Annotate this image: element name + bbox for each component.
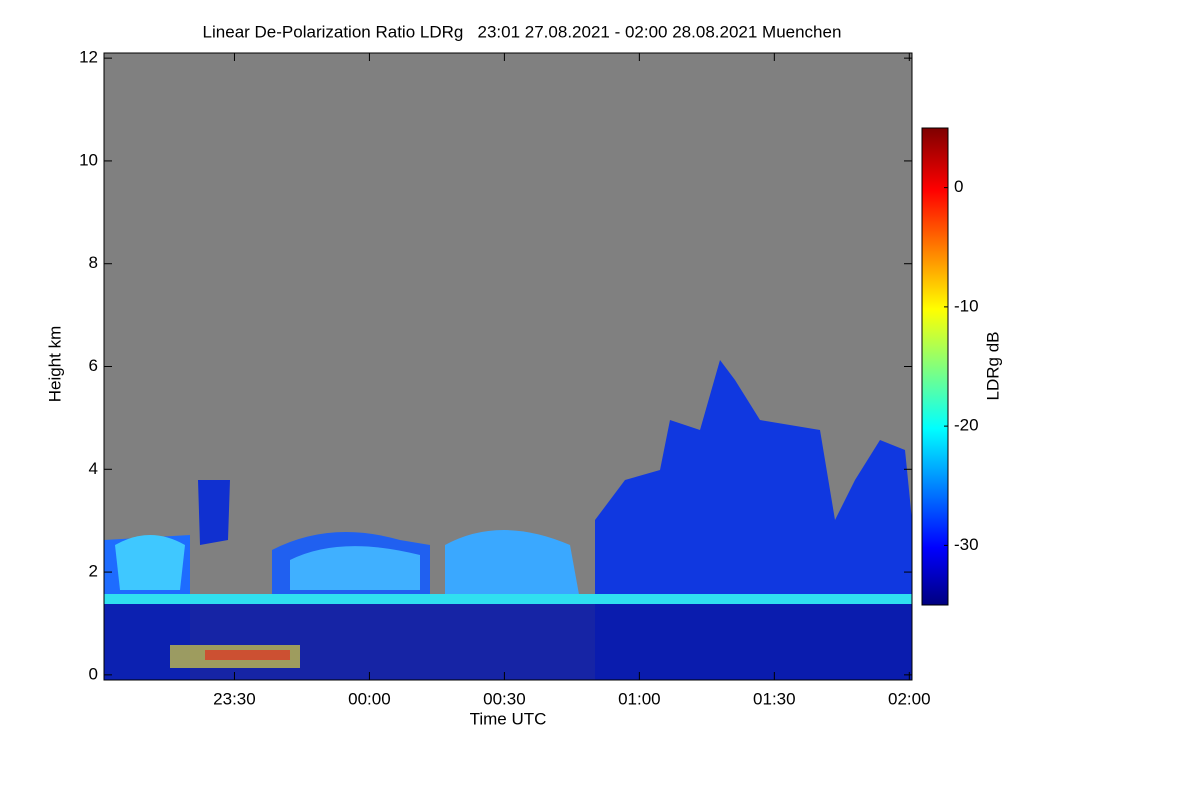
cloud: [445, 530, 580, 600]
x-tick-label: 01:00: [618, 689, 661, 708]
cloud: [104, 600, 912, 680]
x-tick-label: 01:30: [753, 689, 796, 708]
layer-band: [104, 594, 912, 604]
heatmap: [104, 53, 912, 680]
colorbar-tick-label: -30: [954, 535, 979, 554]
aerosol: [205, 650, 290, 660]
cloud: [198, 480, 230, 545]
cloud: [115, 535, 185, 590]
y-tick-label: 0: [89, 664, 98, 683]
y-axis-label: Height km: [45, 326, 64, 403]
colorbar-tick-label: -20: [954, 416, 979, 435]
y-tick-label: 2: [89, 562, 98, 581]
x-tick-label: 23:30: [213, 689, 256, 708]
y-tick-label: 12: [79, 48, 98, 67]
cloud: [290, 546, 420, 590]
x-tick-label: 00:00: [348, 689, 391, 708]
x-tick-label: 00:30: [483, 689, 526, 708]
y-tick-label: 10: [79, 150, 98, 169]
chart-title: Linear De-Polarization Ratio LDRg 23:01 …: [203, 22, 842, 41]
x-tick-label: 02:00: [888, 689, 931, 708]
colorbar-tick-label: -10: [954, 296, 979, 315]
colorbar-tick-label: 0: [954, 177, 963, 196]
colorbar: [921, 127, 949, 606]
y-tick-label: 8: [89, 253, 98, 272]
y-tick-label: 6: [89, 356, 98, 375]
x-axis-label: Time UTC: [470, 709, 547, 728]
colorbar-label: LDRg dB: [983, 332, 1002, 401]
y-tick-label: 4: [89, 459, 98, 478]
